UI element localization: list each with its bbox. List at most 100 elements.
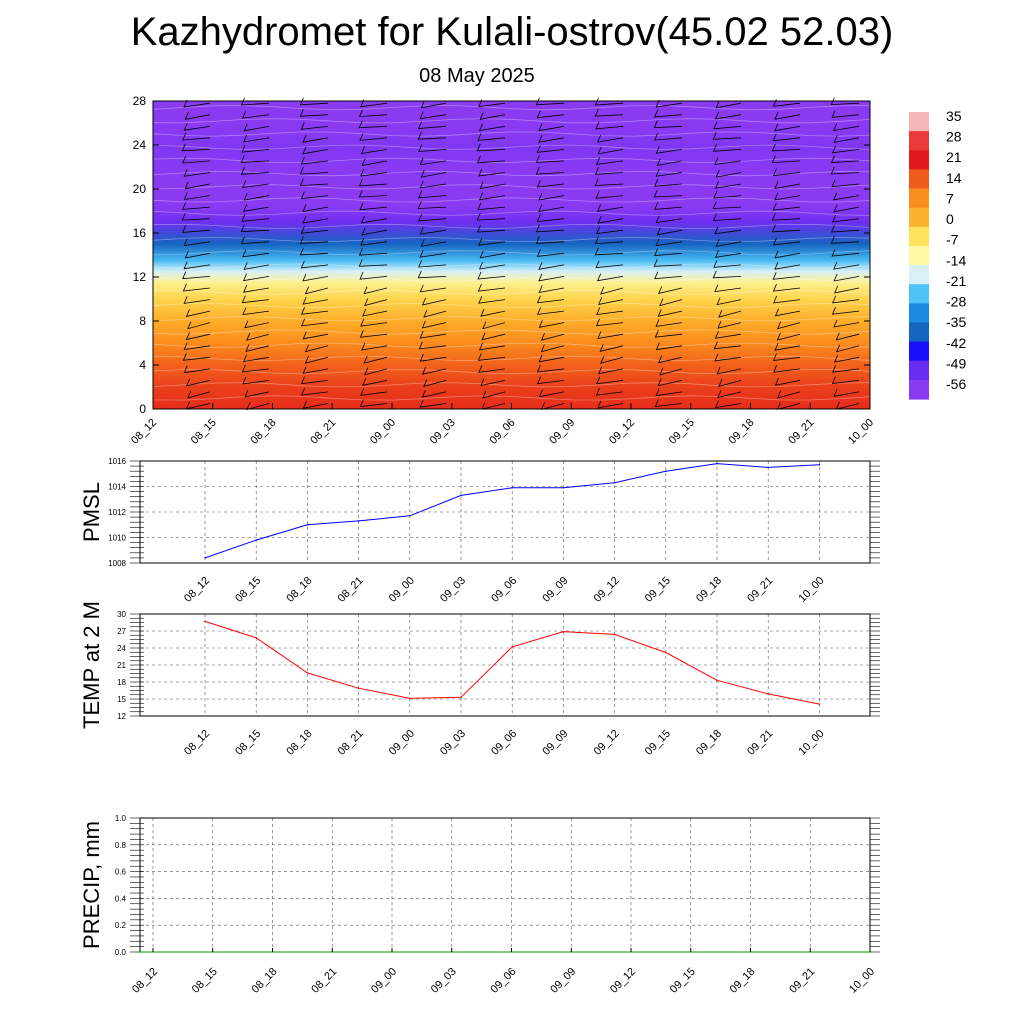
pmsl-panel: 1008 1010 1012 1014 1016 08_12 08_15 08_18 08_21…: [79, 457, 880, 605]
wind-barb: [417, 270, 447, 279]
wind-barb: [599, 344, 624, 352]
wind-barb: [594, 167, 624, 175]
wind-barb: [654, 109, 683, 118]
wind-barb: [832, 295, 860, 304]
x-tick-label: 09_12: [592, 728, 622, 758]
wind-barb: [477, 202, 506, 211]
wind-barb: [300, 226, 329, 234]
data-point: [562, 630, 565, 633]
y-tick-label: 0.8: [115, 841, 127, 850]
y-tick-label: 28: [133, 94, 147, 108]
x-tick-label: 08_18: [249, 417, 279, 447]
wind-barb: [771, 143, 801, 152]
x-tick-label: 09_09: [540, 728, 570, 758]
wind-barb: [243, 192, 270, 201]
cross-section-panel: 0 4 8 12 16 20 24 28 08_12 08_15 08_18 08_21 09_00 09…: [129, 94, 876, 447]
wind-barb: [656, 227, 683, 236]
wind-barb: [359, 330, 388, 338]
colorbar-label: -7: [946, 232, 959, 248]
wind-barb: [654, 179, 683, 187]
wind-barb: [243, 285, 270, 293]
wind-barb: [714, 226, 742, 235]
y-tick-label: 24: [117, 644, 126, 653]
wind-barb: [421, 390, 447, 398]
colorbar-swatch: [909, 131, 929, 151]
data-point: [460, 696, 462, 699]
wind-barb: [183, 169, 211, 177]
wind-barb: [538, 135, 565, 143]
wind-barb: [714, 331, 742, 339]
wind-barb: [597, 331, 624, 340]
y-tick-label: 0.4: [115, 894, 127, 903]
colorbar-label: 0: [946, 211, 954, 227]
wind-barb: [479, 250, 506, 259]
wind-barb: [772, 99, 801, 107]
colorbar-label: 28: [946, 129, 962, 145]
wind-barb: [597, 146, 624, 155]
colorbar-label: -35: [946, 314, 966, 330]
contour-line: [152, 355, 871, 361]
y-tick-label: 1.0: [115, 814, 127, 823]
wind-barb: [538, 320, 565, 328]
wind-barb: [594, 236, 624, 245]
wind-barb: [772, 272, 801, 280]
wind-barb: [538, 354, 565, 363]
wind-barb: [535, 166, 565, 175]
x-tick-label: 09_21: [745, 728, 775, 758]
data-point: [716, 462, 718, 465]
wind-barb: [477, 283, 506, 292]
colorbar-label: -14: [946, 252, 966, 268]
y-tick-label: 0.2: [115, 921, 127, 930]
cross-section-field: [153, 101, 870, 409]
x-tick-label: 08_15: [190, 966, 220, 996]
x-tick-label: 08_15: [233, 728, 263, 758]
wind-barb: [535, 155, 565, 163]
wind-barb: [718, 309, 742, 318]
y-tick-label: 1014: [108, 483, 126, 492]
colorbar-swatch: [909, 284, 929, 304]
wind-barb: [773, 295, 801, 304]
wind-barb: [184, 250, 211, 259]
chart-title: Kazhydromet for Kulali-ostrov(45.02 52.0…: [130, 10, 894, 54]
wind-barb: [360, 215, 388, 224]
wind-barb: [540, 332, 565, 341]
wind-barb: [833, 389, 860, 397]
wind-barb: [300, 307, 329, 315]
wind-barb: [420, 169, 447, 178]
wind-barb: [299, 178, 329, 187]
wind-barb: [536, 214, 565, 223]
wind-barb: [184, 181, 211, 190]
wind-barb: [363, 355, 388, 364]
wind-barb: [653, 120, 683, 129]
wind-barb: [244, 320, 270, 329]
wind-barb: [358, 189, 388, 198]
wind-barb: [187, 321, 211, 330]
data-point: [409, 515, 411, 517]
data-point: [818, 703, 821, 705]
data-point: [306, 672, 309, 674]
wind-barb: [423, 379, 447, 388]
wind-barb: [714, 157, 742, 165]
wind-barb: [655, 169, 683, 177]
wind-barb: [480, 378, 506, 387]
colorbar-swatch: [909, 207, 929, 228]
wind-barb: [536, 364, 565, 373]
wind-barb: [713, 121, 742, 130]
wind-barb: [183, 365, 211, 374]
wind-barb: [358, 178, 388, 187]
colorbar-swatch: [909, 150, 929, 170]
wind-barb: [776, 332, 801, 341]
wind-barb: [477, 133, 506, 141]
colorbar-label: 7: [946, 191, 954, 207]
wind-barb: [419, 111, 447, 120]
colorbar-label: -28: [946, 294, 966, 310]
wind-barb: [655, 215, 683, 224]
wind-barb: [830, 97, 860, 106]
wind-barb: [482, 390, 506, 399]
wind-barb: [479, 112, 506, 120]
colorbar: 35 28 21 14 7 0 -7 -14 -21 -28 -35 -42 -49 -56: [909, 108, 966, 400]
wind-barb: [423, 309, 447, 318]
wind-barb: [302, 331, 329, 340]
wind-barb: [243, 204, 270, 212]
contour-line: [152, 157, 871, 163]
